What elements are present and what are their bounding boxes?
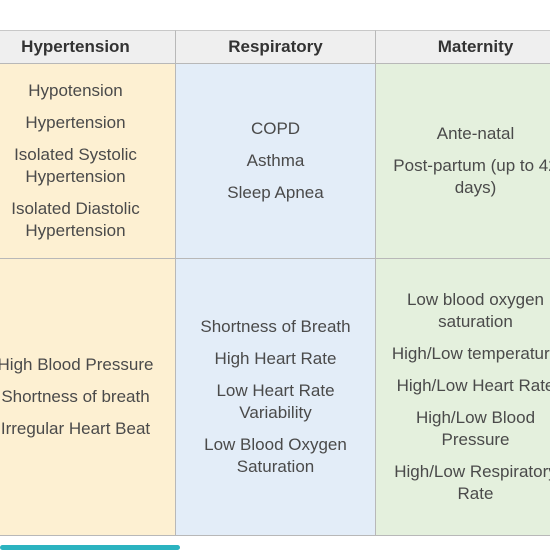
cell-item: High Blood Pressure [0,355,154,374]
cell-item: Post-partum (up to 42 days) [393,156,550,197]
header-cell: Hypertension [0,30,176,64]
cell-item: Hypotension [28,81,123,100]
cell-item: COPD [250,119,301,138]
header-cell: Maternity [376,30,550,64]
cell-item: Shortness of Breath [200,317,351,336]
cell-item: Irregular Heart Beat [0,419,151,438]
table-cell: High Blood Pressure Shortness of breath Ir… [0,259,176,536]
decor-bar [0,545,180,550]
table-cell: COPD Asthma Sleep Apnea [176,64,376,259]
cell-item: Low Heart Rate Variability [216,381,335,422]
cell-item: Isolated Systolic Hypertension [14,145,137,186]
cell-item: Low blood oxygen saturation [406,290,545,331]
cell-item: High/Low Heart Rate [396,376,550,395]
cell-item: Isolated Diastolic Hypertension [11,199,140,240]
header-cell: Respiratory [176,30,376,64]
table-cell: Ante-natal Post-partum (up to 42 days) [376,64,550,259]
cell-item: Shortness of breath [1,387,150,406]
table-cell: Hypotension Hypertension Isolated Systolic… [0,64,176,259]
cell-item: High/Low Blood Pressure [415,408,536,449]
cell-item: Low Blood Oxygen Saturation [204,435,347,476]
table-cell: Low blood oxygen saturation High/Low temp… [376,259,550,536]
cell-item: High Heart Rate [214,349,337,368]
table-cell: Shortness of Breath High Heart Rate Low He… [176,259,376,536]
cell-item: High/Low temperature [391,344,550,363]
cell-item: Asthma [246,151,305,170]
cell-item: Hypertension [25,113,126,132]
cell-item: Ante-natal [436,124,515,143]
cell-item: Sleep Apnea [227,183,324,202]
cell-item: High/Low Respiratory Rate [394,462,550,503]
